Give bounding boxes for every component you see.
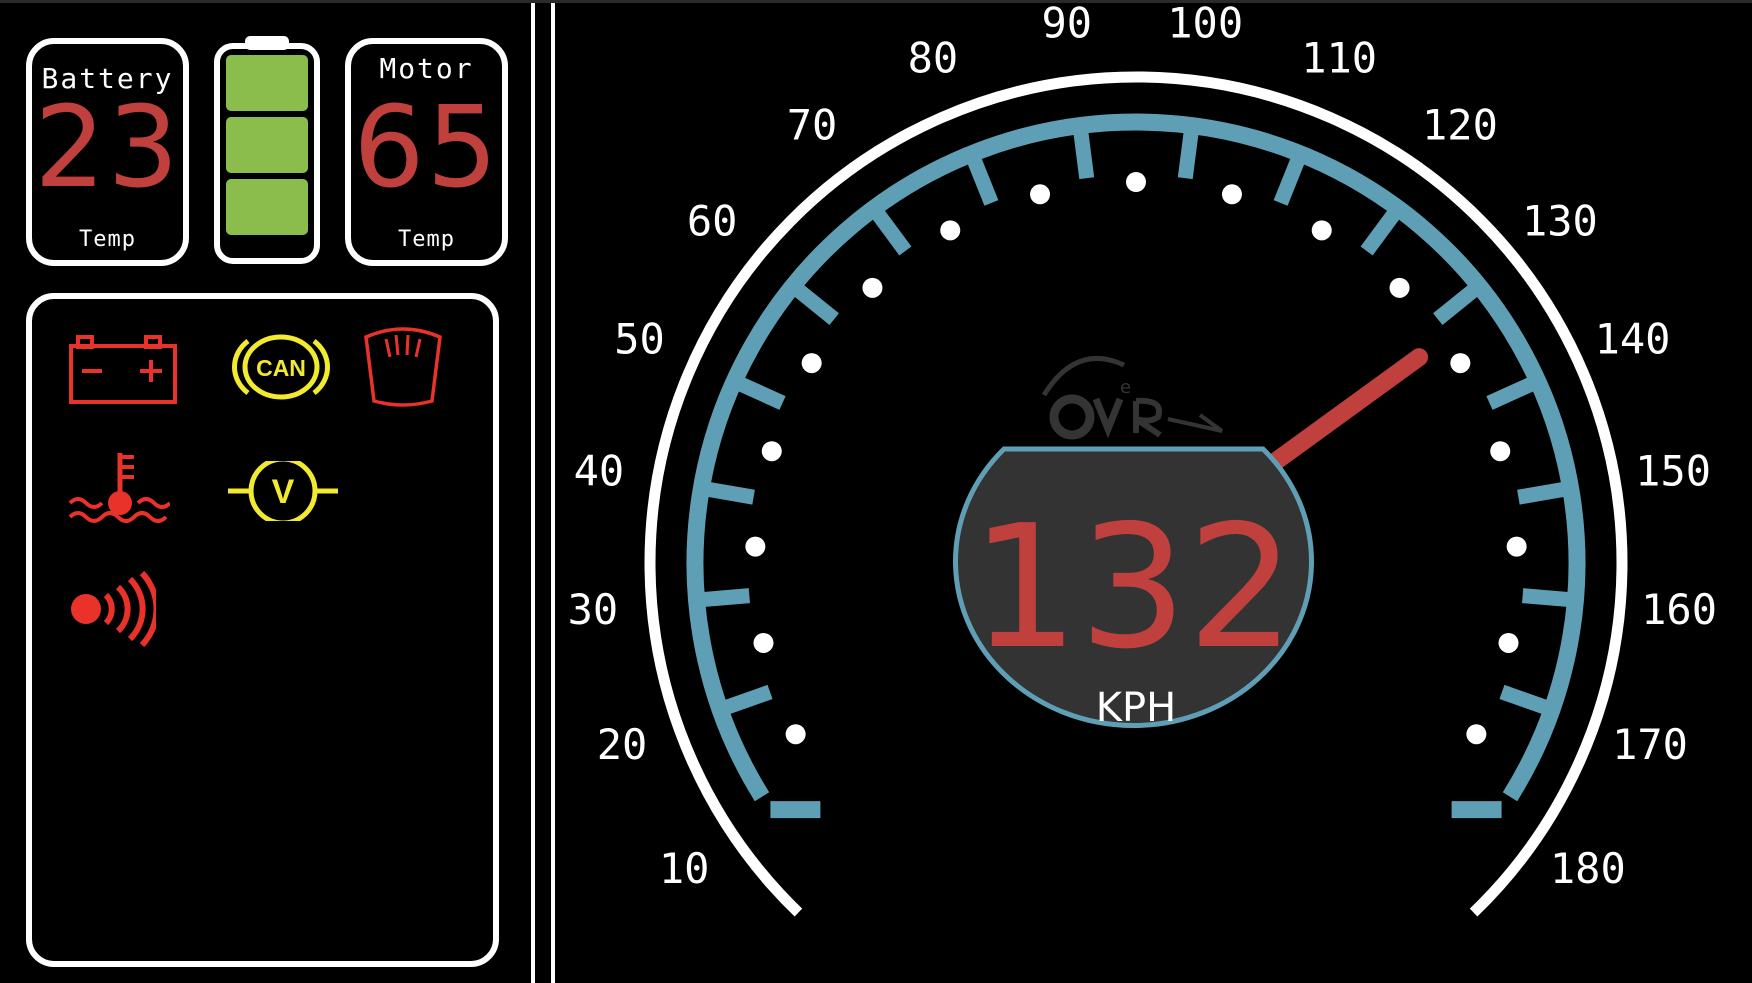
scale-label: 20 xyxy=(597,720,648,769)
scale-label: 10 xyxy=(659,844,710,893)
speedometer: 10 20 30 40 50 60 70 80 90 100 110 120 130 140 150 160 1… xyxy=(568,3,1717,917)
scale-label: 160 xyxy=(1641,585,1717,634)
minor-tick-dot xyxy=(862,277,883,298)
motor-temp-gauge: Motor 65 Temp xyxy=(345,38,508,266)
speedometer-tick-band xyxy=(686,113,1586,802)
minor-tick-dot xyxy=(801,353,822,374)
scale-label: 90 xyxy=(1042,3,1093,47)
motor-temp-value: 65 xyxy=(353,83,500,213)
minor-tick-dot xyxy=(1466,724,1487,745)
can-bus-label: CAN xyxy=(256,355,306,381)
major-tick xyxy=(1273,147,1309,206)
major-tick xyxy=(785,277,839,325)
minor-tick-dot xyxy=(761,441,782,462)
minor-tick-dot xyxy=(1221,184,1242,205)
major-tick xyxy=(963,147,999,206)
coolant-temperature-icon xyxy=(68,453,170,523)
scale-label: 80 xyxy=(908,33,959,82)
motor-temp-title: Motor xyxy=(379,52,474,85)
scale-label: 140 xyxy=(1595,314,1671,363)
scale-label: 170 xyxy=(1612,720,1688,769)
warning-lights-panel: CAN V xyxy=(26,293,499,967)
minor-tick-dot xyxy=(753,632,774,653)
can-bus-warning-icon: CAN xyxy=(232,334,330,400)
scale-label: 120 xyxy=(1422,101,1498,150)
major-tick xyxy=(691,588,751,608)
major-tick xyxy=(1521,588,1581,608)
scale-label: 70 xyxy=(787,101,838,150)
svg-text:e: e xyxy=(1120,377,1131,398)
motor-temp-label: Temp xyxy=(398,227,455,252)
major-tick xyxy=(865,200,912,256)
speedometer-needle xyxy=(1248,348,1429,484)
minor-tick-dot xyxy=(1311,220,1332,241)
minor-tick-dot xyxy=(745,536,766,557)
major-tick xyxy=(1072,120,1095,180)
battery-temp-title: Battery xyxy=(41,62,174,95)
battery-segment xyxy=(226,179,308,235)
scale-label: 100 xyxy=(1167,3,1243,47)
battery-temp-label: Temp xyxy=(79,227,136,252)
scale-label: 110 xyxy=(1301,33,1377,82)
battery-warning-icon xyxy=(69,335,177,404)
battery-segment xyxy=(226,117,308,173)
major-tick xyxy=(713,684,773,718)
proximity-sensor-icon xyxy=(71,570,156,648)
minor-tick-dot xyxy=(1490,441,1511,462)
voltage-label: V xyxy=(272,473,295,511)
scale-label: 50 xyxy=(614,314,665,363)
battery-casing xyxy=(214,43,320,264)
voltage-warning-icon: V xyxy=(228,461,338,521)
battery-level-gauge xyxy=(214,36,320,264)
battery-temp-value: 23 xyxy=(34,83,181,213)
speed-readout-background xyxy=(953,446,1314,728)
major-tick xyxy=(1517,480,1576,505)
divider-line-left xyxy=(531,3,535,983)
major-tick xyxy=(1360,200,1407,256)
battery-segments xyxy=(226,55,308,235)
divider-line-right xyxy=(551,3,555,983)
scale-label: 30 xyxy=(568,585,619,634)
battery-segment xyxy=(226,55,308,111)
major-tick xyxy=(1486,372,1545,410)
scale-label: 150 xyxy=(1635,447,1711,496)
major-tick xyxy=(1499,684,1559,718)
major-tick xyxy=(696,480,755,505)
brand-logo: e xyxy=(1041,356,1224,440)
major-ticks xyxy=(691,120,1581,819)
scale-label: 40 xyxy=(574,447,625,496)
minor-tick-dot xyxy=(1389,277,1410,298)
minor-tick-dot xyxy=(1030,184,1051,205)
speed-value: 132 xyxy=(971,489,1295,687)
battery-temp-gauge: Battery 23 Temp xyxy=(26,38,189,266)
major-tick xyxy=(1433,277,1487,325)
major-tick xyxy=(1177,120,1200,180)
scale-label: 60 xyxy=(687,196,738,245)
seat-icon xyxy=(364,327,442,407)
scale-label: 130 xyxy=(1522,196,1598,245)
minor-tick-dot xyxy=(1506,536,1527,557)
minor-tick-dots xyxy=(745,172,1527,745)
speed-unit: KPH xyxy=(1096,685,1176,731)
minor-tick-dot xyxy=(785,724,806,745)
scale-labels: 10 20 30 40 50 60 70 80 90 100 110 120 130 140 150 160 1… xyxy=(568,3,1717,893)
minor-tick-dot xyxy=(1498,632,1519,653)
minor-tick-dot xyxy=(1126,172,1146,192)
scale-label: 180 xyxy=(1550,844,1626,893)
speedometer-outer-arc xyxy=(644,71,1628,917)
minor-tick-dot xyxy=(940,220,961,241)
minor-tick-dot xyxy=(1450,353,1471,374)
major-tick xyxy=(727,372,786,410)
